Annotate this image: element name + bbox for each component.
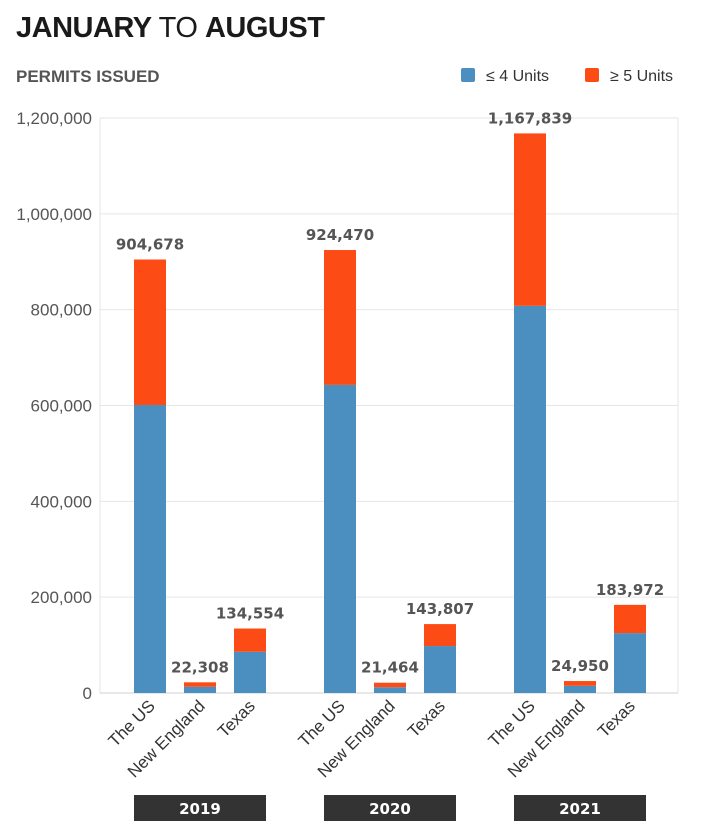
year-box [324,795,456,821]
year-label: 2020 [369,800,411,818]
title-part-to: TO [158,12,198,44]
bar-segment-large-units [324,250,356,385]
bar-segment-small-units [424,646,456,693]
legend-label-small-units: ≤ 4 Units [486,68,549,85]
bar-segment-small-units [184,686,216,693]
bar-segment-large-units [564,681,596,686]
bar-total-label: 904,678 [116,236,184,254]
bar-total-label: 24,950 [551,657,609,675]
chart-subtitle: PERMITS ISSUED [16,67,160,86]
category-label: Texas [594,696,639,741]
bar-total-label: 134,554 [216,605,284,623]
bar-segment-small-units [564,685,596,693]
bar-total-label: 22,308 [171,658,229,676]
legend-swatch-large-units [585,68,599,82]
year-boxes: 2019 2020 2021 [134,795,646,821]
bar-segment-small-units [324,384,356,693]
y-tick-label: 400,000 [31,492,92,511]
y-tick-label: 1,200,000 [16,109,92,128]
bar-segment-large-units [134,259,166,406]
bar-total-label: 21,464 [361,659,419,677]
bar-total-label: 183,972 [596,581,664,599]
y-tick-label: 1,000,000 [16,205,92,224]
category-label: Texas [214,696,259,741]
bars-layer [134,133,646,693]
chart-title: JANUARY TO AUGUST [16,12,325,45]
bar-segment-large-units [614,604,646,634]
legend-swatch-small-units [461,68,475,82]
bar-total-label: 143,807 [406,600,474,618]
title-part-january: JANUARY [16,12,152,44]
bar-segment-large-units [184,682,216,687]
legend-label-large-units: ≥ 5 Units [610,68,673,85]
bar-total-label: 924,470 [306,226,374,244]
y-tick-label: 600,000 [31,397,92,416]
year-label: 2021 [559,800,601,818]
legend: ≤ 4 Units ≥ 5 Units [461,68,673,85]
year-label: 2019 [179,800,221,818]
year-box [134,795,266,821]
bar-total-label: 1,167,839 [488,109,572,127]
bar-segment-large-units [424,624,456,647]
y-tick-label: 200,000 [31,588,92,607]
y-tick-label: 0 [83,684,92,703]
title-part-august: AUGUST [204,12,325,44]
y-tick-label: 800,000 [31,301,92,320]
bar-segment-small-units [514,305,546,693]
bar-segment-large-units [234,628,266,652]
category-label: Texas [404,696,449,741]
bar-segment-large-units [374,682,406,688]
year-box [514,795,646,821]
bar-segment-large-units [514,133,546,306]
bar-segment-small-units [234,651,266,693]
bar-segment-small-units [614,633,646,693]
bar-segment-small-units [374,687,406,693]
bar-segment-small-units [134,405,166,693]
